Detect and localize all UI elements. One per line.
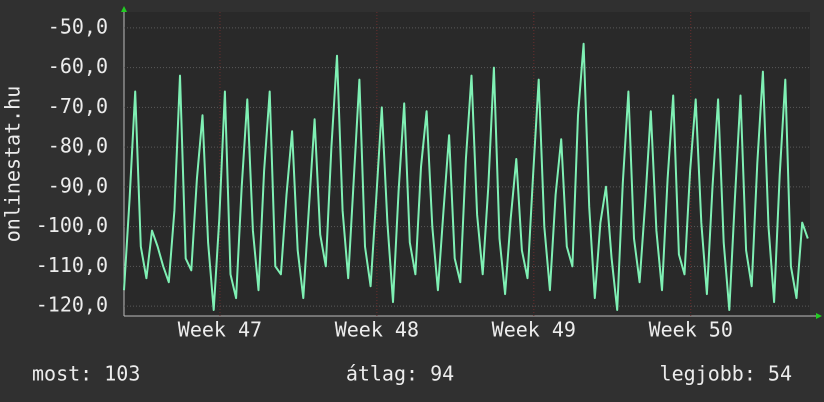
y-axis-label: onlinestat.hu	[1, 86, 25, 243]
y-tick-label: -100,0	[36, 213, 108, 237]
y-tick-label: -70,0	[48, 94, 108, 118]
footer-current: most: 103	[32, 362, 140, 386]
y-tick-label: -80,0	[48, 134, 108, 158]
y-tick-label: -50,0	[48, 14, 108, 38]
x-tick-label: Week 47	[178, 318, 262, 342]
x-axis-arrow	[816, 313, 822, 319]
x-tick-label: Week 48	[335, 318, 419, 342]
y-tick-label: -90,0	[48, 173, 108, 197]
x-tick-label: Week 50	[649, 318, 733, 342]
data-line	[123, 42, 809, 311]
footer-average: átlag: 94	[346, 362, 454, 386]
footer-best: legjobb: 54	[660, 362, 792, 386]
y-axis-arrow	[121, 6, 127, 12]
y-tick-label: -120,0	[36, 293, 108, 317]
x-tick-label: Week 49	[492, 318, 576, 342]
y-tick-label: -110,0	[36, 253, 108, 277]
y-tick-label: -60,0	[48, 54, 108, 78]
